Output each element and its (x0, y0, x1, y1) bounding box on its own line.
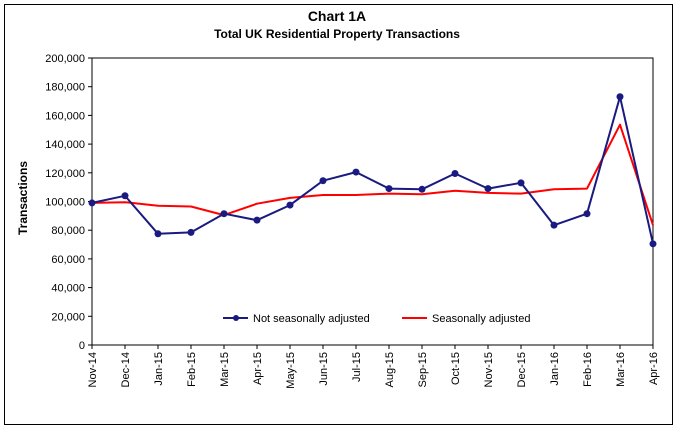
data-point (286, 201, 294, 209)
y-tick-label: 60,000 (51, 254, 85, 266)
data-point (319, 177, 327, 185)
x-tick-label: Feb-15 (186, 352, 198, 387)
x-tick-label: Jan-16 (549, 352, 561, 386)
data-point (649, 240, 657, 248)
x-tick-label: May-15 (285, 352, 297, 389)
data-point (517, 179, 525, 187)
legend-label-sa: Seasonally adjusted (432, 313, 530, 325)
data-point (220, 210, 228, 218)
x-tick-label: Jul-15 (351, 352, 363, 382)
y-tick-label: 20,000 (51, 311, 85, 323)
y-tick-label: 120,000 (45, 168, 85, 180)
chart-title: Chart 1A (308, 8, 366, 24)
data-point (385, 185, 393, 193)
line-chart: Chart 1A Total UK Residential Property T… (16, 8, 660, 389)
plot-area (91, 57, 654, 346)
x-tick-label: Dec-14 (120, 352, 132, 387)
x-tick-label: Sep-15 (417, 352, 429, 387)
legend-marker-nsa (233, 315, 239, 321)
y-tick-label: 160,000 (45, 110, 85, 122)
data-point (550, 221, 558, 229)
x-tick-label: Jun-15 (318, 352, 330, 386)
data-point (154, 230, 162, 238)
y-tick-label: 100,000 (45, 197, 85, 209)
x-tick-label: Mar-15 (219, 352, 231, 387)
series-line-seasonally-adjusted (91, 123, 654, 226)
data-point (484, 185, 492, 193)
data-point (451, 170, 459, 178)
chart-subtitle: Total UK Residential Property Transactio… (214, 27, 460, 41)
x-axis: Nov-14 Dec-14 Jan-15 Feb-15 Mar-15 Apr-15 May-… (87, 345, 660, 389)
x-tick-label: Feb-16 (582, 352, 594, 387)
x-tick-label: Apr-16 (648, 352, 660, 385)
data-point (616, 93, 624, 101)
y-axis: 0 20,000 40,000 60,000 80,000 100,000 120,000 1… (45, 53, 92, 352)
y-tick-label: 40,000 (51, 283, 85, 295)
data-point (253, 216, 261, 224)
x-tick-label: Dec-15 (516, 352, 528, 387)
data-point (88, 199, 96, 207)
legend-box (190, 307, 543, 331)
y-tick-label: 0 (79, 340, 85, 352)
data-point (583, 210, 591, 218)
x-tick-label: Oct-15 (450, 352, 462, 385)
y-tick-label: 200,000 (45, 53, 85, 65)
data-point (187, 228, 195, 236)
legend: Not seasonally adjusted Seasonally adjus… (190, 307, 543, 331)
y-axis-title: Transactions (16, 161, 30, 235)
chart-frame: Chart 1A Total UK Residential Property T… (4, 4, 673, 425)
y-tick-label: 140,000 (45, 139, 85, 151)
x-tick-label: Nov-15 (483, 352, 495, 387)
data-point (352, 168, 360, 176)
x-tick-label: Jan-15 (153, 352, 165, 386)
y-tick-label: 80,000 (51, 225, 85, 237)
y-tick-label: 180,000 (45, 82, 85, 94)
series-layer (88, 93, 657, 248)
x-tick-label: Apr-15 (252, 352, 264, 385)
data-point (121, 192, 129, 200)
x-tick-label: Aug-15 (384, 352, 396, 387)
x-tick-label: Nov-14 (87, 352, 99, 387)
data-point (418, 185, 426, 193)
x-tick-label: Mar-16 (615, 352, 627, 387)
legend-label-nsa: Not seasonally adjusted (253, 313, 370, 325)
plot-border (91, 57, 654, 346)
series-line-not-seasonally-adjusted (91, 95, 654, 245)
